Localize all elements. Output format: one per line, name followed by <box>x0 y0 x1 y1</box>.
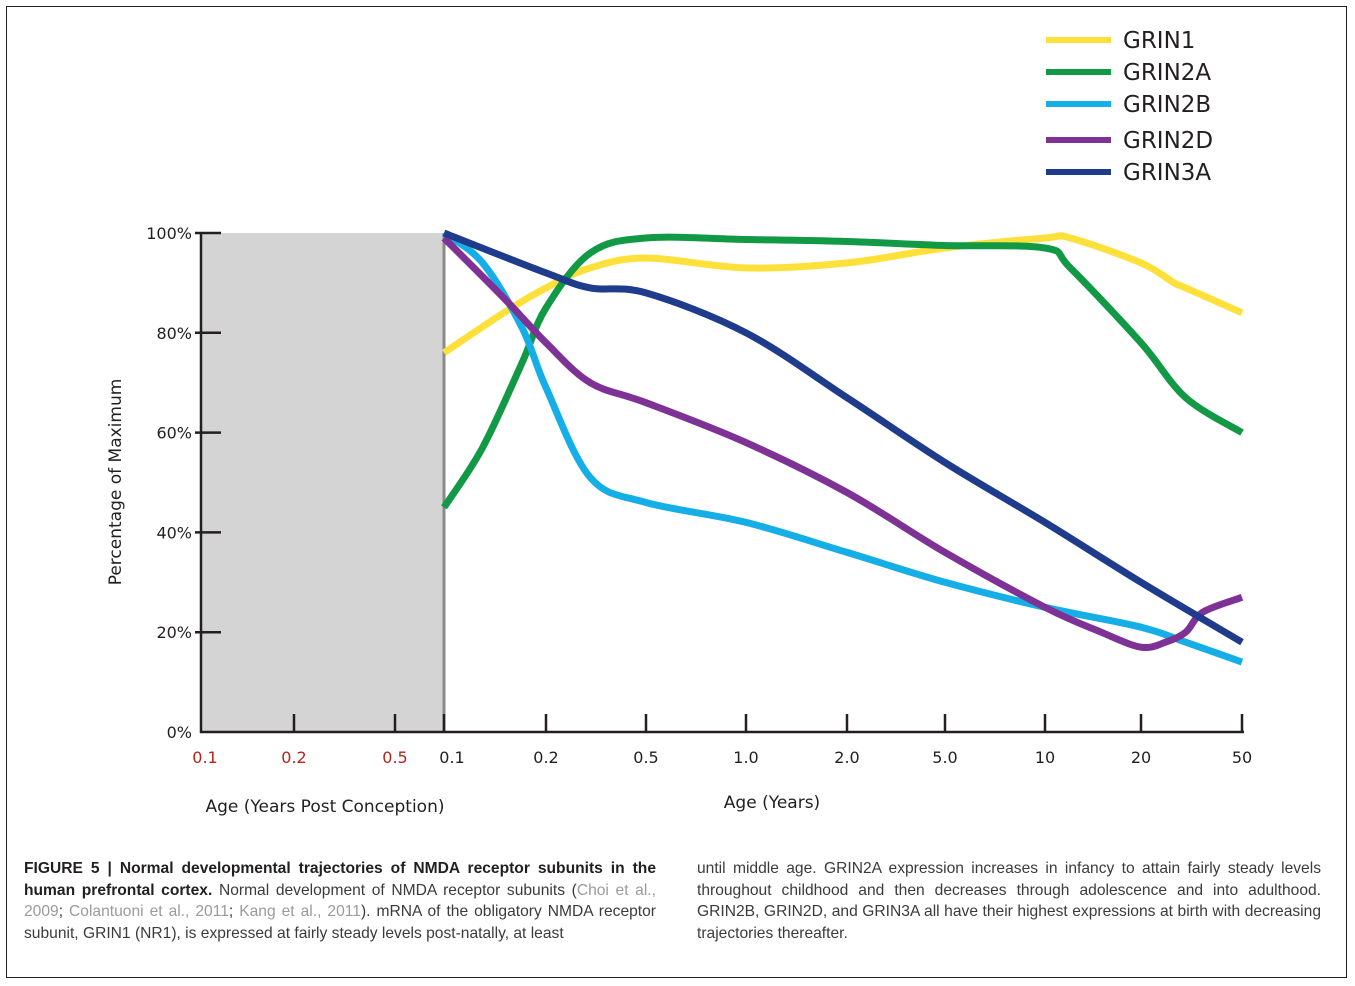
legend-label: GRIN1 <box>1123 28 1195 54</box>
y-axis-title: Percentage of Maximum <box>106 379 126 586</box>
legend-label: GRIN2D <box>1123 128 1213 154</box>
legend-label: GRIN2A <box>1123 60 1211 86</box>
caption-intro: Normal development of NMDA receptor subu… <box>218 881 577 899</box>
series-line-grin2b <box>441 230 1244 666</box>
y-tick-label: 20% <box>156 623 192 642</box>
series-line-grin2a <box>441 233 1244 510</box>
y-tick-label: 40% <box>156 523 192 542</box>
y-tick-label: 100% <box>146 224 192 243</box>
caption-left-column: FIGURE 5 | Normal developmental trajecto… <box>24 858 656 944</box>
x-tick-label: 0.2 <box>533 748 558 767</box>
caption-separator: ; <box>228 903 240 920</box>
caption-right-column: until middle age. GRIN2A expression incr… <box>697 858 1321 944</box>
x-tick-label: 0.2 <box>281 748 306 767</box>
x-tick-label: 0.5 <box>382 748 407 767</box>
x-tick-label: 10 <box>1035 748 1055 767</box>
x-tick-label: 0.5 <box>633 748 658 767</box>
x-tick-label: 1.0 <box>733 748 758 767</box>
caption-separator: ; <box>58 903 70 920</box>
legend-label: GRIN2B <box>1123 92 1211 118</box>
caption-text: until middle age. GRIN2A expression incr… <box>697 860 1321 942</box>
x-tick-label: 0.1 <box>439 748 464 767</box>
x-tick-label: 50 <box>1232 748 1252 767</box>
citation-link[interactable]: Colantuoni et al., 2011 <box>69 903 229 920</box>
x-axis-title: Age (Years) <box>724 793 820 813</box>
series-line-grin2d <box>441 235 1244 652</box>
x-tick-label: 20 <box>1131 748 1151 767</box>
y-tick-label: 60% <box>156 424 192 443</box>
x-tick-label: 0.1 <box>192 748 217 767</box>
figure-frame <box>6 6 1347 978</box>
y-tick-label: 80% <box>156 324 192 343</box>
legend-label: GRIN3A <box>1123 160 1211 186</box>
series-lines <box>441 229 1244 666</box>
y-ticks: 0% 20% 40% 60% 80% 100% <box>146 224 221 742</box>
prenatal-axis-title: Age (Years Post Conception) <box>206 797 445 817</box>
y-tick-label: 0% <box>167 723 192 742</box>
prenatal-shaded-region <box>201 233 444 732</box>
x-ticks: 0.1 0.2 0.5 0.1 0.2 0.5 1.0 2.0 5.0 10 20 50 <box>192 714 1252 767</box>
citation-link[interactable]: Kang et al., 2011 <box>239 903 361 920</box>
line-chart: 0% 20% 40% 60% 80% 100% 0.1 0.2 0.5 0.1 0.2 0.5 1.0… <box>106 28 1252 817</box>
legend: GRIN1 GRIN2A GRIN2B GRIN2D GRIN3A <box>1046 28 1213 186</box>
citation-link[interactable]: Choi et al., 2009 <box>24 881 656 921</box>
caption-text: ). mRNA of the obligatory NMDA receptor … <box>24 903 656 942</box>
caption-heading: FIGURE 5 | Normal developmental trajecto… <box>24 860 656 899</box>
x-tick-label: 5.0 <box>932 748 957 767</box>
series-line-grin3a <box>442 229 1244 646</box>
x-tick-label: 2.0 <box>834 748 859 767</box>
series-line-grin1 <box>442 232 1244 356</box>
